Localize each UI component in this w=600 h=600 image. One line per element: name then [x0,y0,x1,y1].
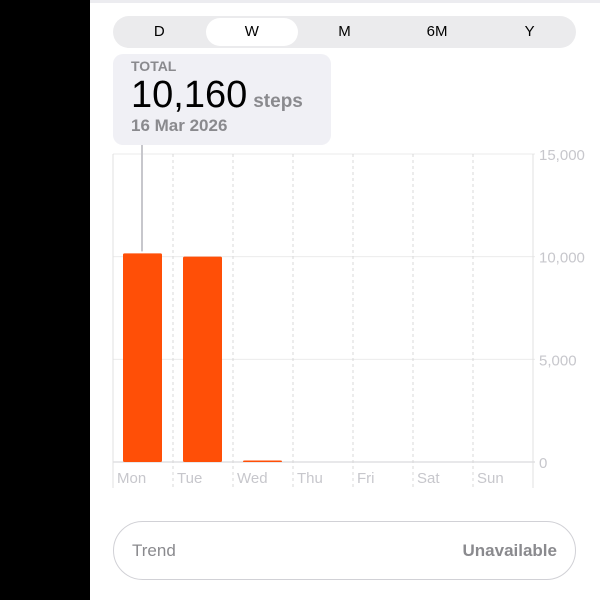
segment-d[interactable]: D [153,23,165,40]
x-tick-label: Sun [477,470,504,487]
selected-date: 16 Mar 2026 [131,116,228,135]
x-tick-label: Thu [297,470,323,487]
selection-tooltip: TOTAL 10,160 steps 16 Mar 2026 [113,54,331,145]
x-tick-label: Mon [117,470,146,487]
trend-label: Trend [132,540,176,560]
period-segmented-control: D W M 6M Y [113,16,576,48]
trend-button[interactable]: Trend Unavailable [113,521,576,580]
segment-w[interactable]: W [205,18,299,46]
divider [90,0,600,3]
segment-m[interactable]: M [338,23,351,40]
bar-mon [123,253,162,462]
bar-wed [243,460,282,462]
y-tick-label: 0 [539,455,547,472]
total-value: 10,160 [131,74,248,116]
y-tick-label: 5,000 [539,352,577,369]
segment-6m[interactable]: 6M [426,23,448,40]
trend-value: Unavailable [462,540,558,560]
x-tick-label: Tue [177,470,202,487]
x-tick-label: Wed [237,470,268,487]
total-unit: steps [253,91,303,112]
x-tick-label: Fri [357,470,375,487]
total-label: TOTAL [131,58,177,74]
bar-tue [183,256,222,462]
y-tick-label: 15,000 [539,147,585,164]
y-tick-label: 10,000 [539,250,585,267]
segment-y[interactable]: Y [524,23,535,40]
x-tick-label: Sat [417,470,440,487]
